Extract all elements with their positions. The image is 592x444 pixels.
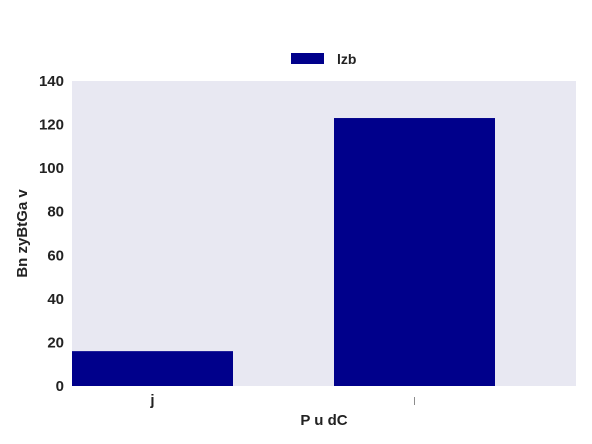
- y-tick-label: 100: [39, 160, 64, 177]
- y-tick-label: 0: [56, 378, 64, 395]
- bar: [334, 118, 495, 386]
- x-tick-label: l: [413, 396, 415, 408]
- legend-swatch: [291, 53, 324, 64]
- x-tick-label: j: [149, 392, 154, 409]
- y-tick-label: 80: [47, 204, 64, 221]
- y-tick-label: 140: [39, 73, 64, 90]
- y-tick-label: 40: [47, 291, 64, 308]
- bar: [72, 351, 233, 386]
- x-axis-label: P u dC: [300, 412, 347, 429]
- legend-label: lzb: [337, 51, 356, 67]
- y-tick-label: 20: [47, 334, 64, 351]
- plot-area: [72, 81, 576, 386]
- y-tick-label: 60: [47, 247, 64, 264]
- y-axis-ticks: 0 20 40 60 80 100 120 140: [39, 73, 64, 395]
- y-axis-label: Bn zyBtGa v: [14, 189, 31, 278]
- legend: lzb: [291, 51, 356, 67]
- y-tick-label: 120: [39, 117, 64, 134]
